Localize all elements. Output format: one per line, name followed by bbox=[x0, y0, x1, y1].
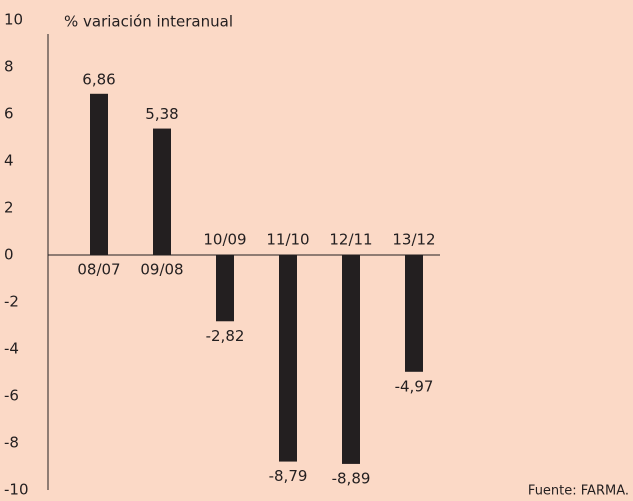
value-label: -4,97 bbox=[395, 377, 434, 395]
bar bbox=[279, 255, 297, 462]
value-label: -8,79 bbox=[269, 467, 308, 485]
value-label: -8,89 bbox=[332, 469, 371, 487]
y-tick-label: -10 bbox=[4, 481, 29, 499]
bar bbox=[153, 128, 171, 255]
x-tick-label: 11/10 bbox=[266, 231, 309, 249]
x-tick-label: 08/07 bbox=[77, 261, 120, 279]
x-tick-label: 12/11 bbox=[329, 231, 372, 249]
source: Fuente: FARMA. bbox=[528, 484, 629, 499]
y-tick-label: 6 bbox=[4, 105, 14, 123]
y-tick-label: 4 bbox=[4, 152, 14, 170]
value-label: -2,82 bbox=[206, 327, 245, 345]
bar bbox=[342, 255, 360, 464]
y-tick-label: 8 bbox=[4, 58, 14, 76]
value-label: 6,86 bbox=[82, 70, 115, 88]
y-tick-label: 0 bbox=[4, 246, 14, 264]
y-tick-label: 2 bbox=[4, 199, 14, 217]
y-tick-label: -8 bbox=[4, 434, 19, 452]
x-tick-label: 10/09 bbox=[203, 231, 246, 249]
x-tick-label: 13/12 bbox=[392, 231, 435, 249]
bar bbox=[405, 255, 423, 372]
chart-title: % variación interanual bbox=[64, 13, 233, 31]
value-label: 5,38 bbox=[145, 105, 178, 123]
y-tick-label: -2 bbox=[4, 293, 19, 311]
x-tick-label: 09/08 bbox=[140, 261, 183, 279]
y-tick-label: -4 bbox=[4, 340, 19, 358]
bar bbox=[90, 93, 108, 255]
y-tick-label: 10 bbox=[4, 11, 23, 29]
bar bbox=[216, 255, 234, 322]
y-tick-label: -6 bbox=[4, 387, 19, 405]
